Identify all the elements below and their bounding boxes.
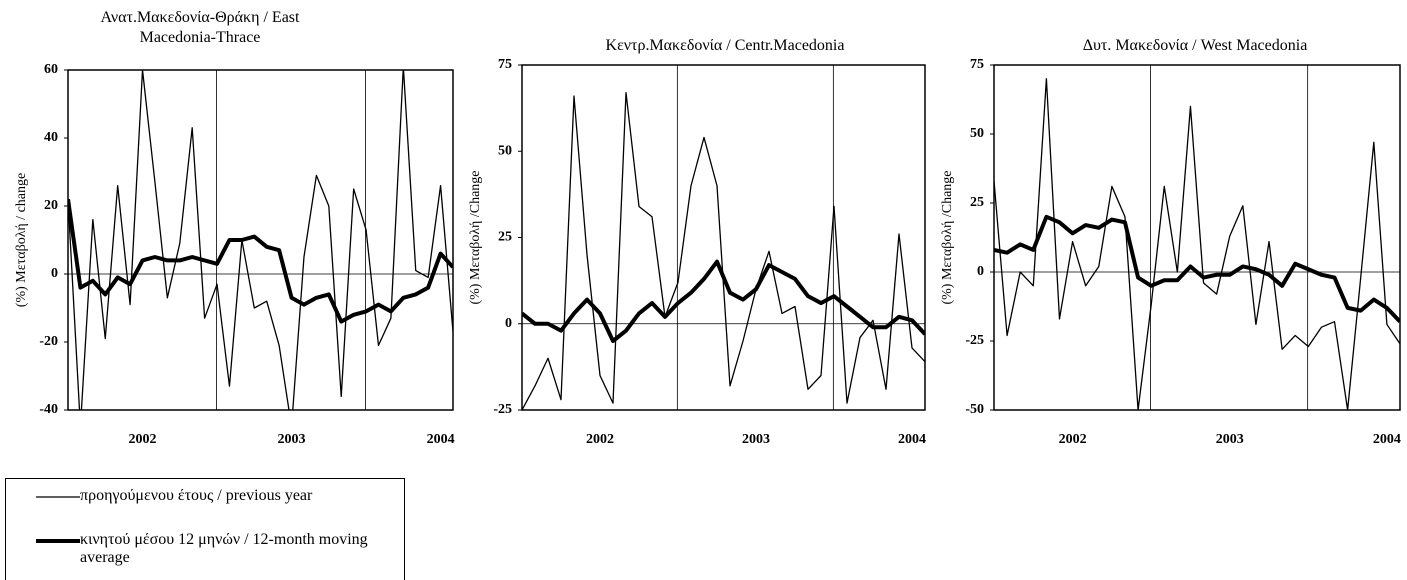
chart-title: Κεντρ.Μακεδονία / Centr.Macedonia (605, 37, 845, 54)
x-tick-label: 2003 (278, 432, 306, 447)
y-tick-label: 0 (977, 264, 984, 279)
y-axis-label: (%) Μεταβολή / change (14, 173, 29, 307)
y-tick-label: 40 (44, 130, 58, 145)
y-tick-label: 0 (505, 316, 512, 331)
y-tick-label: 20 (44, 198, 58, 213)
legend-swatch (36, 496, 80, 498)
legend-entry: προηγούμενου έτους / previous year (36, 487, 396, 505)
y-tick-label: -40 (39, 402, 58, 417)
legend-label: προηγούμενου έτους / previous year (80, 487, 313, 504)
x-tick-label: 2004 (898, 432, 926, 447)
y-tick-label: 60 (44, 62, 58, 77)
x-tick-label: 2003 (742, 432, 770, 447)
y-tick-label: 0 (51, 266, 58, 281)
x-tick-label: 2002 (586, 432, 614, 447)
y-tick-label: -20 (39, 334, 58, 349)
series-line (68, 70, 453, 410)
chart-title: Δυτ. Μακεδονία / West Macedonia (1082, 37, 1308, 54)
series-line (522, 91, 925, 410)
y-tick-label: 25 (970, 195, 984, 210)
legend-label: κινητού μέσου 12 μηνών / 12-month moving… (80, 531, 368, 566)
plot-frame (993, 64, 1401, 411)
y-axis-label: (%) Μεταβολή /Change (940, 170, 955, 304)
y-tick-label: 50 (498, 143, 512, 158)
x-tick-label: 2002 (129, 432, 157, 447)
x-tick-label: 2003 (1216, 432, 1244, 447)
y-tick-label: 75 (970, 57, 984, 72)
x-tick-label: 2004 (427, 432, 455, 447)
chart-title: Ανατ.Μακεδονία-Θράκη / East Macedonia-Th… (100, 9, 300, 46)
y-tick-label: 75 (498, 57, 512, 72)
y-tick-label: -50 (965, 402, 984, 417)
plot-frame (67, 69, 454, 411)
series-line (68, 198, 453, 324)
series-line (994, 78, 1400, 410)
series-line (522, 259, 925, 343)
x-tick-label: 2002 (1059, 432, 1087, 447)
x-tick-label: 2004 (1373, 432, 1401, 447)
y-tick-label: -25 (493, 402, 512, 417)
y-tick-label: 25 (498, 230, 512, 245)
series-line (994, 214, 1400, 324)
legend: προηγούμενου έτους / previous year κινητ… (5, 478, 405, 580)
legend-entry: κινητού μέσου 12 μηνών / 12-month moving… (36, 531, 396, 567)
plot-frame (521, 64, 926, 411)
legend-swatch (36, 539, 80, 543)
y-tick-label: 50 (970, 126, 984, 141)
y-tick-label: -25 (965, 333, 984, 348)
y-axis-label: (%) Μεταβολή /Change (468, 170, 483, 304)
